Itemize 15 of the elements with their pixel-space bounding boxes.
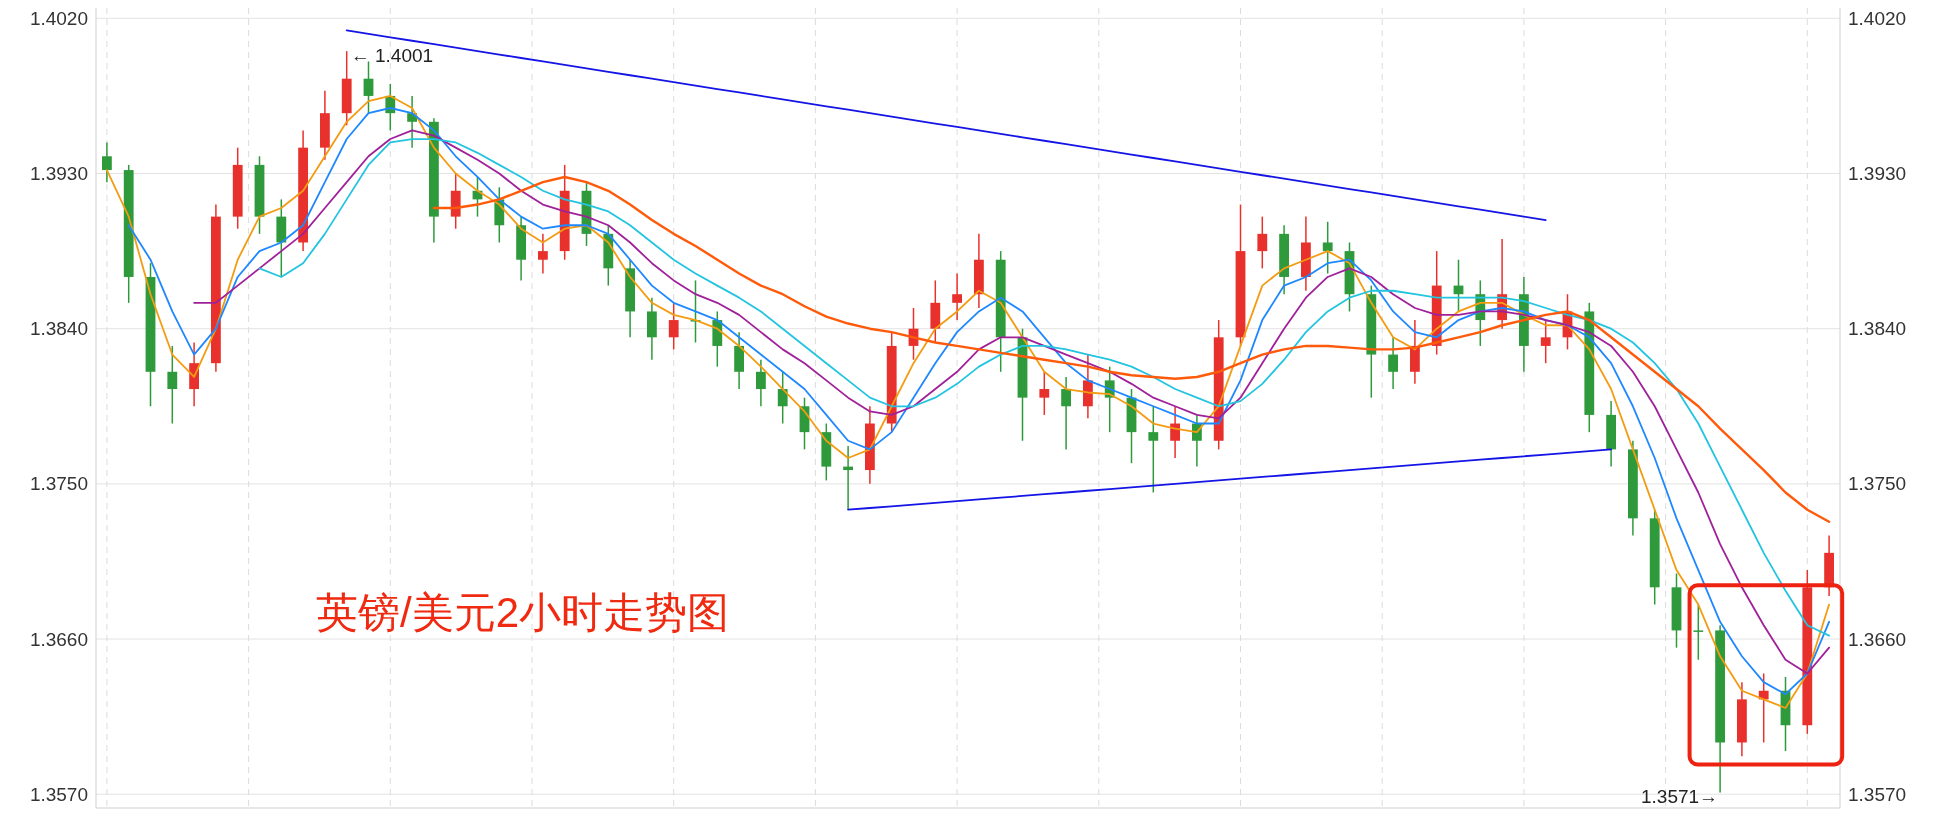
annotation: ← 1.4001 (350, 44, 434, 66)
annotation: 1.3571→ (1640, 786, 1719, 807)
y-tick-label: 1.3750 (29, 473, 88, 495)
title: 英镑/美元2小时走势图 (316, 588, 730, 636)
y2-tick-label: 1.4020 (1848, 7, 1907, 29)
y-tick-label: 1.4020 (29, 7, 88, 29)
y2-tick-label: 1.3660 (1848, 628, 1907, 650)
y2-tick-label: 1.3570 (1848, 783, 1907, 805)
y-tick-label: 1.3930 (29, 163, 88, 185)
y-tick-label: 1.3840 (29, 318, 88, 340)
y-tick-label: 1.3660 (29, 628, 88, 650)
y-tick-label: 1.3570 (29, 783, 88, 805)
y2-tick-label: 1.3840 (1848, 318, 1907, 340)
y2-tick-label: 1.3930 (1848, 163, 1907, 185)
y2-tick-label: 1.3750 (1848, 473, 1907, 495)
